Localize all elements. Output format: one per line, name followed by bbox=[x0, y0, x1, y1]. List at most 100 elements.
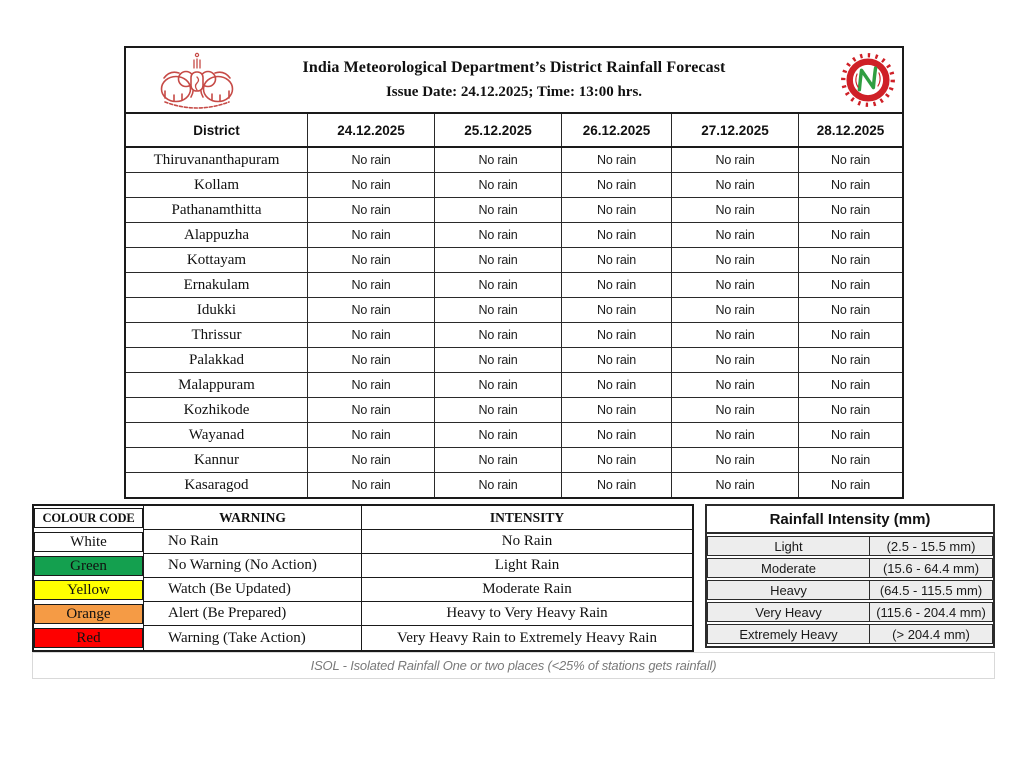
legend-header-row: COLOUR CODE WARNING INTENSITY bbox=[34, 506, 692, 530]
district-name: Malappuram bbox=[178, 376, 255, 393]
intensity-label: Very Heavy bbox=[707, 602, 870, 622]
forecast-cell: No rain bbox=[671, 248, 798, 272]
table-row: Kannur No rain No rain No rain No rain N… bbox=[126, 448, 902, 473]
forecast-bulletin-table: India Meteorological Department’s Distri… bbox=[124, 46, 904, 499]
forecast-cell: No rain bbox=[671, 448, 798, 472]
table-row: Palakkad No rain No rain No rain No rain… bbox=[126, 348, 902, 373]
forecast-cell: No rain bbox=[561, 398, 671, 422]
legend-row-yellow: Yellow Watch (Be Updated) Moderate Rain bbox=[34, 578, 692, 602]
district-name: Kozhikode bbox=[183, 401, 250, 418]
forecast-cell: No rain bbox=[434, 348, 561, 372]
forecast-cell: No rain bbox=[798, 473, 902, 497]
colour-swatch-orange: Orange bbox=[34, 604, 143, 624]
forecast-cell: No rain bbox=[434, 398, 561, 422]
rainfall-intensity-title: Rainfall Intensity (mm) bbox=[707, 506, 993, 534]
forecast-cell: No rain bbox=[798, 448, 902, 472]
district-name: Kasaragod bbox=[184, 476, 249, 493]
forecast-cell: No rain bbox=[561, 473, 671, 497]
column-header-date-5: 28.12.2025 bbox=[798, 114, 902, 146]
district-name: Alappuzha bbox=[184, 226, 249, 243]
forecast-cell: No rain bbox=[671, 373, 798, 397]
forecast-cell: No rain bbox=[561, 348, 671, 372]
colour-code-header: COLOUR CODE bbox=[34, 508, 143, 528]
forecast-cell: No rain bbox=[671, 198, 798, 222]
table-row: Kottayam No rain No rain No rain No rain… bbox=[126, 248, 902, 273]
intensity-label: Moderate bbox=[707, 558, 870, 578]
table-row: Pathanamthitta No rain No rain No rain N… bbox=[126, 198, 902, 223]
forecast-cell: No rain bbox=[671, 398, 798, 422]
legend-row-white: White No Rain No Rain bbox=[34, 530, 692, 554]
intensity-row: Moderate (15.6 - 64.4 mm) bbox=[707, 558, 993, 578]
warning-text: Warning (Take Action) bbox=[144, 626, 362, 650]
forecast-cell: No rain bbox=[798, 348, 902, 372]
forecast-cell: No rain bbox=[561, 423, 671, 447]
forecast-cell: No rain bbox=[561, 448, 671, 472]
forecast-cell: No rain bbox=[434, 323, 561, 347]
table-row: Idukki No rain No rain No rain No rain N… bbox=[126, 298, 902, 323]
forecast-cell: No rain bbox=[798, 198, 902, 222]
forecast-cell: No rain bbox=[307, 473, 434, 497]
district-name: Idukki bbox=[196, 301, 237, 318]
bulletin-header: India Meteorological Department’s Distri… bbox=[126, 48, 902, 114]
colour-swatch-yellow: Yellow bbox=[34, 580, 143, 600]
warning-text: No Rain bbox=[144, 530, 362, 554]
forecast-cell: No rain bbox=[434, 473, 561, 497]
table-row: Thrissur No rain No rain No rain No rain… bbox=[126, 323, 902, 348]
column-header-date-1: 24.12.2025 bbox=[307, 114, 434, 146]
legend-row-red: Red Warning (Take Action) Very Heavy Rai… bbox=[34, 626, 692, 650]
warning-text: Watch (Be Updated) bbox=[144, 578, 362, 602]
intensity-text: Light Rain bbox=[362, 554, 692, 578]
forecast-cell: No rain bbox=[561, 298, 671, 322]
forecast-cell: No rain bbox=[434, 198, 561, 222]
forecast-cell: No rain bbox=[434, 298, 561, 322]
forecast-cell: No rain bbox=[307, 173, 434, 197]
forecast-cell: No rain bbox=[561, 323, 671, 347]
district-name: Ernakulam bbox=[183, 276, 250, 293]
colour-code-legend-table: COLOUR CODE WARNING INTENSITY White No R… bbox=[32, 504, 694, 652]
district-name: Palakkad bbox=[189, 351, 244, 368]
intensity-label: Extremely Heavy bbox=[707, 624, 870, 644]
district-name: Wayanad bbox=[188, 426, 245, 443]
table-row: Alappuzha No rain No rain No rain No rai… bbox=[126, 223, 902, 248]
forecast-cell: No rain bbox=[307, 198, 434, 222]
forecast-cell: No rain bbox=[561, 173, 671, 197]
forecast-cell: No rain bbox=[798, 298, 902, 322]
forecast-cell: No rain bbox=[561, 223, 671, 247]
forecast-cell: No rain bbox=[798, 148, 902, 172]
intensity-row: Extremely Heavy (> 204.4 mm) bbox=[707, 624, 993, 644]
forecast-cell: No rain bbox=[307, 398, 434, 422]
forecast-cell: No rain bbox=[798, 248, 902, 272]
intensity-text: No Rain bbox=[362, 530, 692, 554]
forecast-cell: No rain bbox=[561, 148, 671, 172]
forecast-cell: No rain bbox=[307, 448, 434, 472]
intensity-header: INTENSITY bbox=[362, 506, 692, 530]
rainfall-intensity-table: Rainfall Intensity (mm) Light (2.5 - 15.… bbox=[705, 504, 995, 648]
forecast-cell: No rain bbox=[561, 248, 671, 272]
column-header-date-4: 27.12.2025 bbox=[671, 114, 798, 146]
forecast-cell: No rain bbox=[671, 173, 798, 197]
forecast-cell: No rain bbox=[671, 473, 798, 497]
table-row: Kasaragod No rain No rain No rain No rai… bbox=[126, 473, 902, 497]
forecast-cell: No rain bbox=[434, 373, 561, 397]
imd-mausam-logo bbox=[841, 53, 895, 107]
forecast-cell: No rain bbox=[671, 423, 798, 447]
district-name: Kannur bbox=[194, 451, 239, 468]
forecast-cell: No rain bbox=[307, 423, 434, 447]
forecast-cell: No rain bbox=[434, 223, 561, 247]
district-name: Pathanamthitta bbox=[171, 201, 262, 218]
forecast-cell: No rain bbox=[671, 273, 798, 297]
issue-date-line: Issue Date: 24.12.2025; Time: 13:00 hrs. bbox=[385, 84, 643, 100]
warning-text: Alert (Be Prepared) bbox=[144, 602, 362, 626]
intensity-text: Heavy to Very Heavy Rain bbox=[362, 602, 692, 626]
forecast-cell: No rain bbox=[434, 273, 561, 297]
forecast-cell: No rain bbox=[671, 323, 798, 347]
bulletin-title: India Meteorological Department’s Distri… bbox=[302, 59, 726, 76]
intensity-row: Light (2.5 - 15.5 mm) bbox=[707, 536, 993, 556]
forecast-cell: No rain bbox=[798, 323, 902, 347]
district-name: Kottayam bbox=[186, 251, 247, 268]
intensity-range: (115.6 - 204.4 mm) bbox=[869, 602, 993, 622]
forecast-cell: No rain bbox=[798, 373, 902, 397]
intensity-range: (64.5 - 115.5 mm) bbox=[869, 580, 993, 600]
forecast-cell: No rain bbox=[307, 348, 434, 372]
table-row: Thiruvananthapuram No rain No rain No ra… bbox=[126, 148, 902, 173]
